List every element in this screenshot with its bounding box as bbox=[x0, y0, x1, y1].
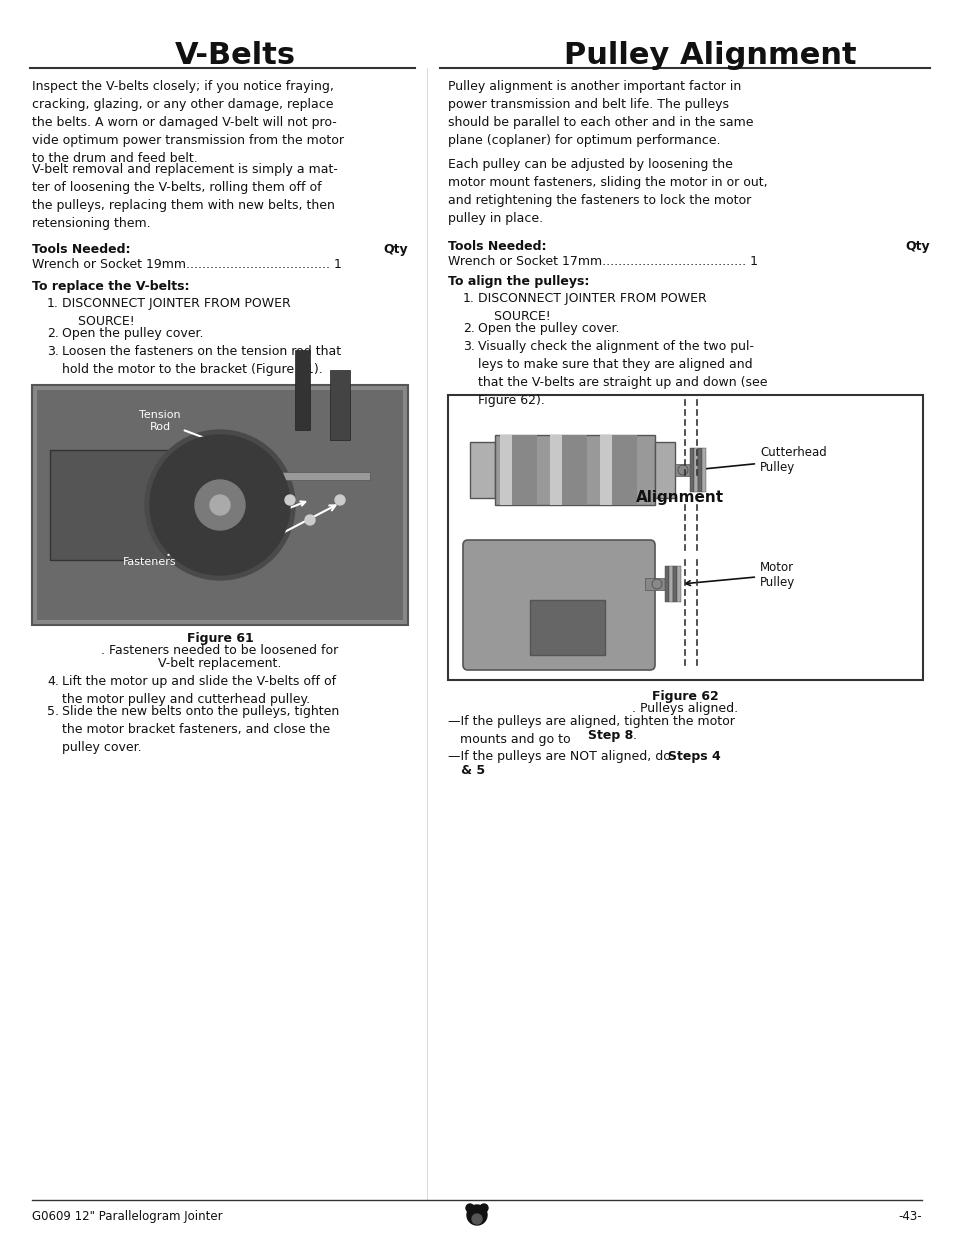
Text: Pulley alignment is another important factor in
power transmission and belt life: Pulley alignment is another important fa… bbox=[448, 80, 753, 147]
Text: 2.: 2. bbox=[47, 327, 59, 340]
Circle shape bbox=[465, 1204, 474, 1212]
Text: Slide the new belts onto the pulleys, tighten
the motor bracket fasteners, and c: Slide the new belts onto the pulleys, ti… bbox=[62, 705, 339, 755]
Circle shape bbox=[479, 1204, 488, 1212]
Text: & 5: & 5 bbox=[448, 764, 485, 777]
Bar bbox=[294, 350, 310, 430]
Text: Tools Needed:: Tools Needed: bbox=[448, 240, 546, 253]
Text: Pulley Alignment: Pulley Alignment bbox=[563, 41, 856, 69]
Text: V-belt removal and replacement is simply a mat-
ter of loosening the V-belts, ro: V-belt removal and replacement is simply… bbox=[32, 163, 337, 230]
Text: 4.: 4. bbox=[47, 676, 59, 688]
Bar bbox=[495, 435, 655, 505]
Text: Lift the motor up and slide the V-belts off of
the motor pulley and cutterhead p: Lift the motor up and slide the V-belts … bbox=[62, 676, 335, 706]
Text: Steps 4: Steps 4 bbox=[667, 750, 720, 763]
Bar bbox=[330, 370, 350, 440]
Text: Figure 62: Figure 62 bbox=[651, 690, 718, 703]
Bar bbox=[644, 578, 664, 590]
Text: Motor
Pulley: Motor Pulley bbox=[685, 561, 795, 589]
Text: Fasteners: Fasteners bbox=[123, 501, 305, 567]
Text: . Fasteners needed to be loosened for: . Fasteners needed to be loosened for bbox=[101, 643, 338, 657]
Text: 2.: 2. bbox=[462, 322, 475, 335]
Text: .: . bbox=[477, 764, 481, 777]
Circle shape bbox=[467, 1205, 486, 1225]
Bar bbox=[612, 435, 637, 505]
Text: Figure 61: Figure 61 bbox=[187, 632, 253, 645]
Text: Open the pulley cover.: Open the pulley cover. bbox=[62, 327, 203, 340]
Bar bbox=[470, 442, 495, 498]
Text: Qty: Qty bbox=[904, 240, 929, 253]
Bar bbox=[693, 448, 698, 492]
Circle shape bbox=[285, 495, 294, 505]
Text: Qty: Qty bbox=[383, 243, 408, 256]
Text: 1.: 1. bbox=[47, 296, 59, 310]
Bar bbox=[499, 435, 512, 505]
Text: 5.: 5. bbox=[47, 705, 59, 718]
Bar bbox=[599, 435, 612, 505]
Text: 3.: 3. bbox=[462, 340, 475, 353]
Circle shape bbox=[472, 1214, 481, 1224]
Circle shape bbox=[194, 480, 245, 530]
Text: Inspect the V-belts closely; if you notice fraying,
cracking, glazing, or any ot: Inspect the V-belts closely; if you noti… bbox=[32, 80, 344, 165]
Circle shape bbox=[651, 579, 661, 589]
Text: Step 8: Step 8 bbox=[587, 729, 633, 742]
Text: To align the pulleys:: To align the pulleys: bbox=[448, 275, 589, 288]
Text: —If the pulleys are aligned, tighten the motor
   mounts and go to: —If the pulleys are aligned, tighten the… bbox=[448, 715, 734, 746]
Text: Wrench or Socket 19mm.................................... 1: Wrench or Socket 19mm...................… bbox=[32, 258, 341, 270]
Bar bbox=[448, 395, 923, 680]
Bar bbox=[668, 566, 672, 601]
Text: 3.: 3. bbox=[47, 345, 59, 358]
Text: Alignment: Alignment bbox=[636, 490, 723, 505]
Bar bbox=[550, 435, 561, 505]
Circle shape bbox=[305, 515, 314, 525]
Bar bbox=[664, 566, 668, 601]
Text: .: . bbox=[633, 729, 637, 742]
Bar bbox=[32, 385, 408, 625]
Bar bbox=[190, 472, 370, 480]
Text: 1.: 1. bbox=[462, 291, 475, 305]
Circle shape bbox=[210, 495, 230, 515]
Text: -43-: -43- bbox=[898, 1210, 921, 1223]
Text: DISCONNECT JOINTER FROM POWER
    SOURCE!: DISCONNECT JOINTER FROM POWER SOURCE! bbox=[477, 291, 706, 324]
Bar bbox=[530, 600, 604, 655]
Bar bbox=[50, 450, 190, 559]
Text: G0609 12" Parallelogram Jointer: G0609 12" Parallelogram Jointer bbox=[32, 1210, 222, 1223]
Text: —If the pulleys are NOT aligned, do: —If the pulleys are NOT aligned, do bbox=[448, 750, 674, 763]
Text: Cutterhead
Pulley: Cutterhead Pulley bbox=[697, 446, 826, 474]
Bar bbox=[37, 390, 402, 620]
Bar bbox=[675, 464, 689, 475]
Text: Loosen the fasteners on the tension rod that
hold the motor to the bracket (Figu: Loosen the fasteners on the tension rod … bbox=[62, 345, 341, 375]
Circle shape bbox=[678, 466, 687, 475]
Text: DISCONNECT JOINTER FROM POWER
    SOURCE!: DISCONNECT JOINTER FROM POWER SOURCE! bbox=[62, 296, 291, 329]
Circle shape bbox=[335, 495, 345, 505]
Text: Visually check the alignment of the two pul-
leys to make sure that they are ali: Visually check the alignment of the two … bbox=[477, 340, 767, 408]
Text: Tools Needed:: Tools Needed: bbox=[32, 243, 131, 256]
Bar bbox=[677, 566, 680, 601]
FancyBboxPatch shape bbox=[462, 540, 655, 671]
Text: V-Belts: V-Belts bbox=[174, 41, 295, 69]
Circle shape bbox=[150, 435, 290, 576]
Bar bbox=[689, 448, 693, 492]
Text: Open the pulley cover.: Open the pulley cover. bbox=[477, 322, 618, 335]
Bar bbox=[698, 448, 701, 492]
Bar bbox=[561, 435, 586, 505]
Text: V-belt replacement.: V-belt replacement. bbox=[158, 657, 281, 671]
Bar bbox=[655, 442, 675, 498]
Bar bbox=[672, 566, 677, 601]
Bar bbox=[512, 435, 537, 505]
Text: Wrench or Socket 17mm.................................... 1: Wrench or Socket 17mm...................… bbox=[448, 254, 758, 268]
Text: To replace the V-belts:: To replace the V-belts: bbox=[32, 280, 190, 293]
Text: Each pulley can be adjusted by loosening the
motor mount fasteners, sliding the : Each pulley can be adjusted by loosening… bbox=[448, 158, 767, 225]
Text: Tension
Rod: Tension Rod bbox=[139, 410, 245, 453]
Bar bbox=[701, 448, 705, 492]
Text: . Pulleys aligned.: . Pulleys aligned. bbox=[631, 701, 738, 715]
Circle shape bbox=[145, 430, 294, 580]
